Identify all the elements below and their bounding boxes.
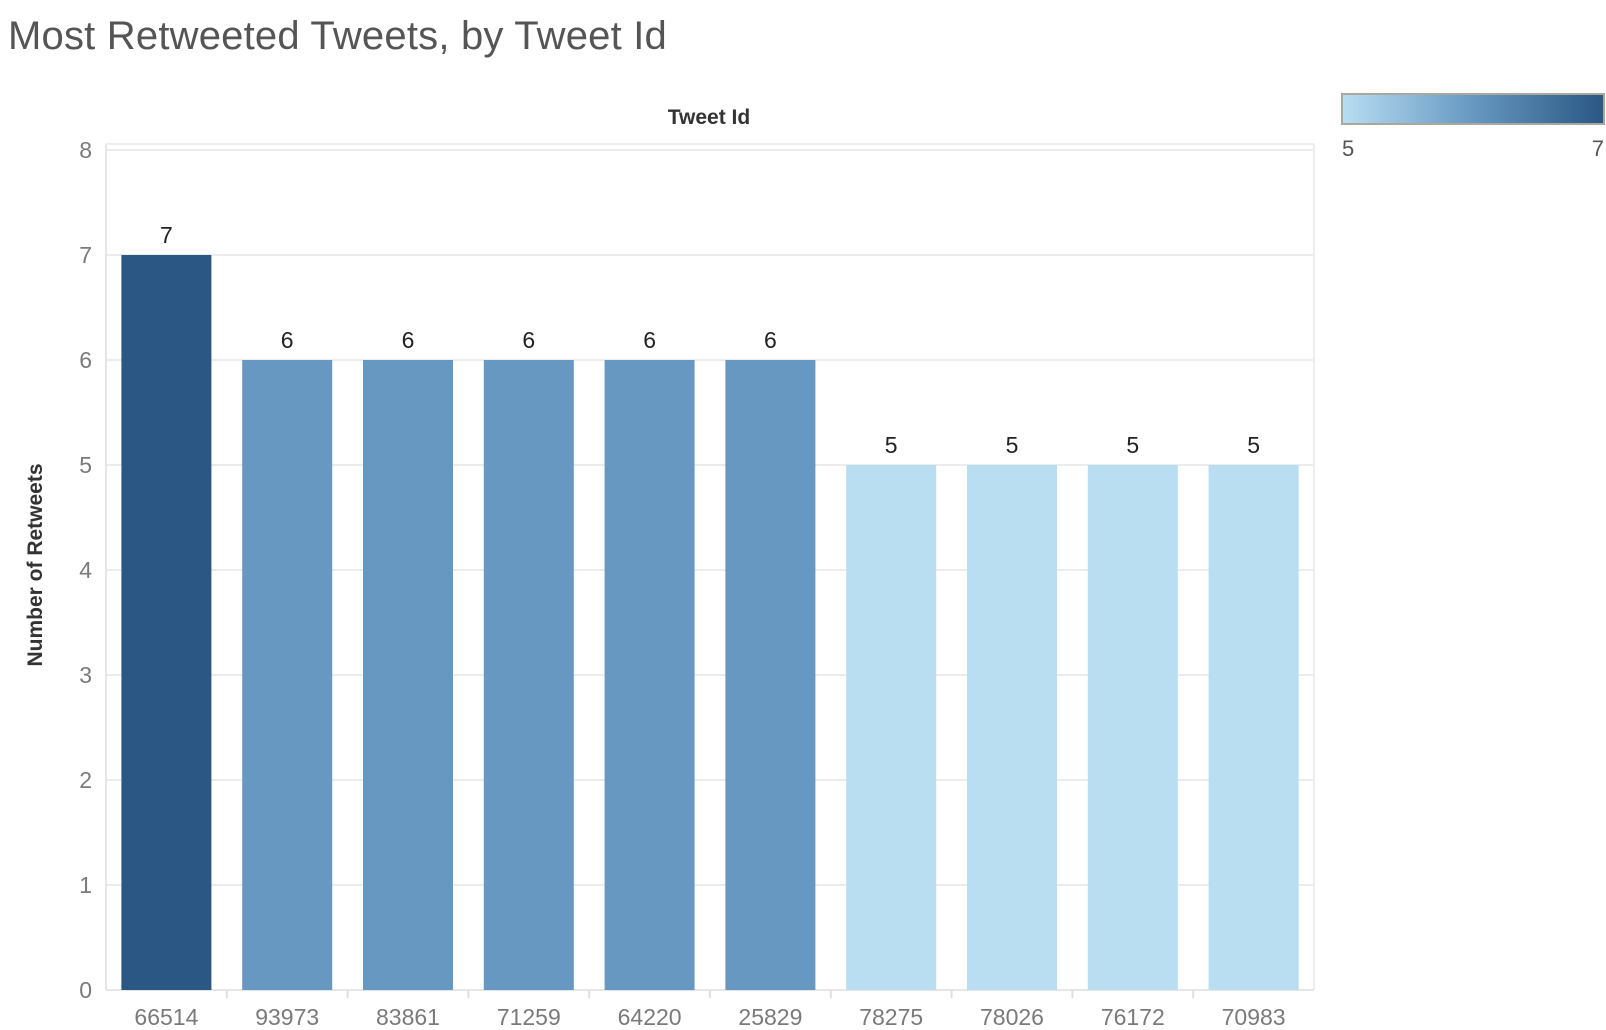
y-axis-ticks: 0 1 2 3 4 5 6 7 8 — [79, 137, 92, 1003]
data-label-66514: 7 — [160, 222, 173, 248]
bar-78275 — [846, 465, 937, 990]
color-legend-max-label: 7 — [1592, 136, 1604, 161]
y-tick-label-6: 6 — [79, 347, 92, 373]
y-tick-label-7: 7 — [79, 242, 92, 268]
x-tick-label-71259: 71259 — [497, 1004, 561, 1030]
color-legend-ramp — [1341, 93, 1605, 125]
x-tick-label-76172: 76172 — [1101, 1004, 1165, 1030]
x-tick-label-83861: 83861 — [376, 1004, 440, 1030]
x-axis-title: Tweet Id — [668, 106, 750, 129]
color-legend-min-label: 5 — [1342, 136, 1354, 161]
data-label-71259: 6 — [522, 327, 535, 353]
data-labels: 7 6 6 6 6 6 5 5 5 5 — [160, 222, 1260, 458]
data-label-78026: 5 — [1006, 432, 1019, 458]
bar-70983 — [1208, 465, 1299, 990]
x-tick-label-93973: 93973 — [255, 1004, 319, 1030]
y-axis-title: Number of Retweets — [24, 463, 47, 666]
x-tick-label-78026: 78026 — [980, 1004, 1044, 1030]
y-tick-label-2: 2 — [79, 767, 92, 793]
bar-25829 — [725, 360, 816, 990]
x-tick-label-78275: 78275 — [859, 1004, 923, 1030]
color-legend: 5 7 — [1341, 93, 1605, 161]
data-label-70983: 5 — [1247, 432, 1260, 458]
data-label-25829: 6 — [764, 327, 777, 353]
x-tick-label-64220: 64220 — [618, 1004, 682, 1030]
data-label-93973: 6 — [281, 327, 294, 353]
bar-64220 — [604, 360, 695, 990]
bar-83861 — [363, 360, 453, 990]
data-label-76172: 5 — [1126, 432, 1139, 458]
bar-76172 — [1087, 465, 1178, 990]
y-tick-label-1: 1 — [79, 872, 92, 898]
x-axis-ticks: 66514 93973 83861 71259 64220 25829 78275 78026… — [134, 990, 1286, 1030]
x-tick-label-66514: 66514 — [134, 1004, 198, 1030]
y-tick-label-5: 5 — [79, 452, 92, 478]
x-tick-label-70983: 70983 — [1222, 1004, 1286, 1030]
y-tick-label-4: 4 — [79, 557, 92, 583]
bars — [121, 255, 1299, 990]
y-tick-label-0: 0 — [79, 977, 92, 1003]
data-label-83861: 6 — [402, 327, 415, 353]
bar-78026 — [967, 465, 1057, 990]
y-tick-label-8: 8 — [79, 137, 92, 163]
bar-93973 — [242, 360, 333, 990]
bar-66514 — [121, 255, 212, 990]
data-label-78275: 5 — [885, 432, 898, 458]
data-label-64220: 6 — [643, 327, 656, 353]
x-tick-label-25829: 25829 — [738, 1004, 802, 1030]
y-tick-label-3: 3 — [79, 662, 92, 688]
bar-71259 — [483, 360, 574, 990]
chart-title: Most Retweeted Tweets, by Tweet Id — [8, 14, 667, 58]
